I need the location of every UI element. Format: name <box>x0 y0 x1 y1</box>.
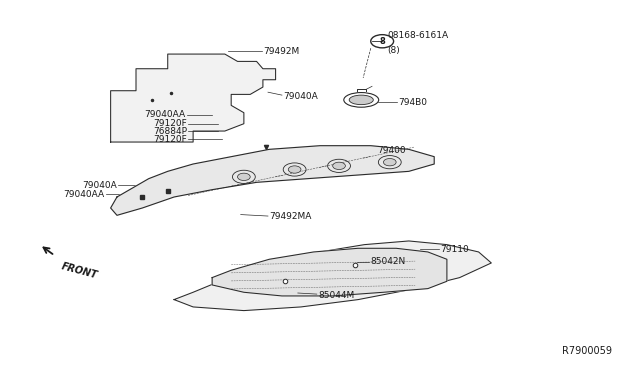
Text: 79400: 79400 <box>377 145 406 155</box>
Polygon shape <box>212 248 447 296</box>
Circle shape <box>288 166 301 173</box>
Text: 794B0: 794B0 <box>399 98 428 107</box>
Text: 79492M: 79492M <box>263 46 299 56</box>
Text: 79110: 79110 <box>440 245 469 254</box>
Text: 79040AA: 79040AA <box>145 110 186 119</box>
Text: 76884P: 76884P <box>153 127 187 136</box>
Circle shape <box>333 162 346 170</box>
Text: R7900059: R7900059 <box>562 346 612 356</box>
Ellipse shape <box>349 95 373 105</box>
Polygon shape <box>111 54 276 142</box>
Text: 85042N: 85042N <box>371 257 406 266</box>
Text: FRONT: FRONT <box>60 261 99 280</box>
Text: 79040A: 79040A <box>284 92 318 101</box>
Polygon shape <box>111 146 434 215</box>
Text: 08168-6161A: 08168-6161A <box>387 31 449 40</box>
Circle shape <box>383 158 396 166</box>
Text: 79040AA: 79040AA <box>63 190 104 199</box>
Polygon shape <box>174 241 492 311</box>
Text: 85044M: 85044M <box>318 291 355 300</box>
Text: (8): (8) <box>387 46 400 55</box>
Circle shape <box>237 173 250 180</box>
Text: 79120F: 79120F <box>153 135 187 144</box>
Text: 79040A: 79040A <box>82 181 117 190</box>
Text: 79492MA: 79492MA <box>269 212 312 221</box>
Text: 8: 8 <box>380 37 385 46</box>
Text: 79120F: 79120F <box>153 119 187 128</box>
